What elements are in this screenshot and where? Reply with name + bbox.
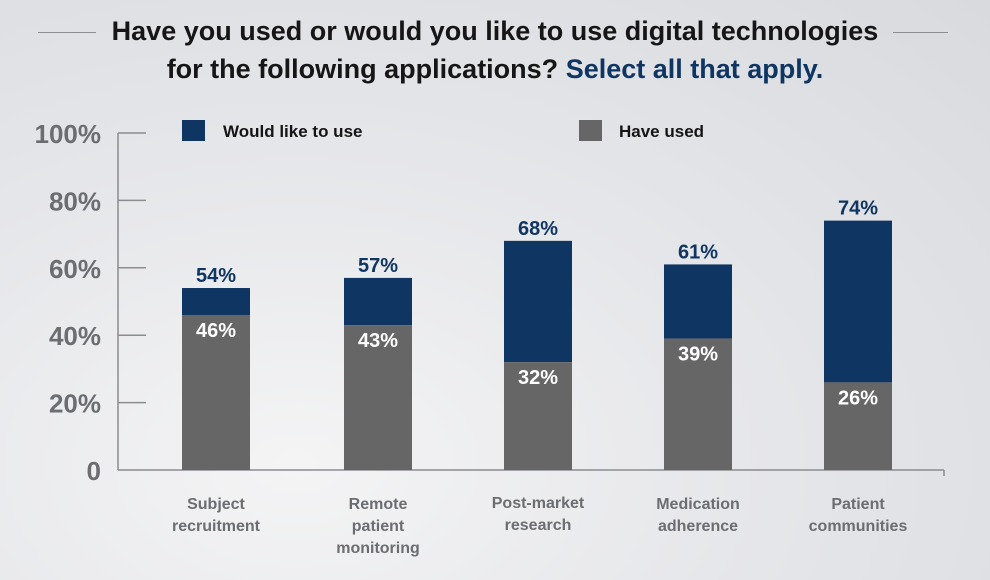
y-tick-label: 100% bbox=[35, 119, 102, 149]
bar-have-used bbox=[504, 362, 572, 470]
x-category-label-line: Medication bbox=[656, 496, 740, 513]
x-category-label-line: patient bbox=[351, 518, 405, 535]
title-instruction: Select all that apply. bbox=[565, 54, 824, 84]
y-tick-label: 80% bbox=[49, 186, 101, 216]
x-category-label-line: Patient bbox=[831, 496, 885, 513]
legend-swatch-would-like bbox=[182, 120, 205, 141]
x-category-label-line: monitoring bbox=[336, 540, 420, 557]
bar-would-like bbox=[344, 277, 412, 326]
title-rule-right bbox=[893, 32, 948, 33]
y-tick-label: 60% bbox=[49, 254, 101, 284]
data-label-would-like: 54% bbox=[196, 265, 236, 287]
data-label-have-used: 32% bbox=[518, 367, 558, 389]
x-category-label-line: Subject bbox=[187, 496, 245, 513]
bar-have-used bbox=[182, 314, 250, 470]
chart-title: Have you used or would you like to use d… bbox=[0, 12, 990, 88]
x-category-label: Subject recruitment bbox=[146, 494, 286, 538]
bar-would-like bbox=[824, 220, 892, 383]
y-tick-label: 40% bbox=[49, 321, 101, 351]
data-label-have-used: 26% bbox=[838, 387, 878, 409]
bar-would-like bbox=[664, 264, 732, 339]
title-rule-left bbox=[38, 32, 96, 33]
x-category-label: Patient communities bbox=[788, 494, 928, 538]
legend-label-have-used: Have used bbox=[619, 122, 704, 141]
x-category-label-line: research bbox=[504, 517, 572, 534]
data-label-have-used: 46% bbox=[196, 320, 236, 342]
x-category-label: Post-market research bbox=[468, 493, 608, 537]
x-category-label-line: Post-market bbox=[491, 495, 585, 512]
bar-have-used bbox=[824, 382, 892, 470]
data-label-have-used: 43% bbox=[358, 330, 398, 352]
data-label-would-like: 61% bbox=[678, 241, 718, 263]
data-label-would-like: 57% bbox=[358, 255, 398, 277]
x-category-label-line: Remote bbox=[348, 496, 408, 513]
x-category-label-line: communities bbox=[808, 518, 908, 535]
title-line-2: for the following applications? Select a… bbox=[0, 50, 990, 88]
title-question: for the following applications? bbox=[166, 54, 559, 84]
bar-have-used bbox=[344, 325, 412, 470]
legend-swatch-have-used bbox=[579, 120, 602, 141]
legend-label-would-like: Would like to use bbox=[223, 122, 362, 141]
x-category-label: Medication adherence bbox=[628, 494, 768, 538]
bar-have-used bbox=[664, 338, 732, 470]
x-category-label-line: recruitment bbox=[171, 518, 261, 535]
x-category-label: Remote patient monitoring bbox=[308, 494, 448, 560]
data-label-would-like: 74% bbox=[838, 198, 878, 220]
bar-would-like bbox=[182, 288, 250, 315]
y-tick-label: 20% bbox=[49, 389, 101, 419]
y-tick-label: 0 bbox=[87, 456, 101, 486]
data-label-have-used: 39% bbox=[678, 344, 718, 366]
x-category-label-line: adherence bbox=[657, 518, 739, 535]
data-label-would-like: 68% bbox=[518, 218, 558, 240]
bar-would-like bbox=[504, 240, 572, 363]
title-line-1: Have you used or would you like to use d… bbox=[111, 16, 879, 46]
